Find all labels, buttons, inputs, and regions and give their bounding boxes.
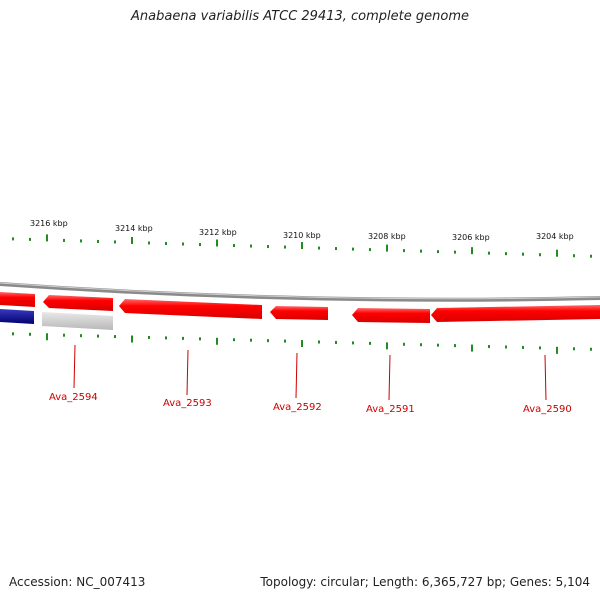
gene-arrow-ava-2595-partial[interactable]	[0, 292, 35, 307]
gene-arrow-ava-2594[interactable]	[43, 295, 113, 311]
gene-label-ava-2590[interactable]: Ava_2590	[523, 404, 572, 415]
gene-label-ava-2593[interactable]: Ava_2593	[163, 398, 212, 409]
kbp-label-3206: 3206 kbp	[452, 233, 490, 242]
label-line-ava-2591	[388, 354, 391, 401]
upper-tick-row	[12, 234, 592, 258]
gene-arrow-ava-2592[interactable]	[270, 306, 328, 320]
kbp-label-3216: 3216 kbp	[30, 219, 68, 228]
gene-arrow-ava-2590[interactable]	[431, 305, 600, 322]
label-line-ava-2594	[73, 344, 76, 389]
lower-tick-row	[12, 332, 592, 354]
gene-arrow-ava-2593[interactable]	[119, 299, 262, 319]
gene-arrow-ava-2591[interactable]	[352, 308, 430, 323]
label-line-ava-2593	[186, 349, 189, 396]
kbp-label-3214: 3214 kbp	[115, 224, 153, 233]
gene-label-ava-2592[interactable]: Ava_2592	[273, 402, 322, 413]
gene-forward-grey[interactable]	[42, 312, 113, 330]
genome-backbone	[0, 282, 600, 302]
genome-title: Anabaena variabilis ATCC 29413, complete…	[131, 9, 469, 24]
gene-label-ava-2591[interactable]: Ava_2591	[366, 404, 415, 415]
label-line-ava-2590	[544, 354, 547, 401]
label-line-ava-2592	[295, 352, 298, 399]
gene-label-ava-2594[interactable]: Ava_2594	[49, 392, 98, 403]
kbp-label-3204: 3204 kbp	[536, 232, 574, 241]
gene-forward-blue[interactable]	[0, 309, 34, 324]
kbp-label-3210: 3210 kbp	[283, 231, 321, 240]
topology-text: Topology: circular; Length: 6,365,727 bp…	[260, 575, 590, 589]
genome-backbone-highlight	[0, 282, 600, 300]
kbp-label-3212: 3212 kbp	[199, 228, 237, 237]
accession-text: Accession: NC_007413	[9, 575, 146, 589]
kbp-label-3208: 3208 kbp	[368, 232, 406, 241]
